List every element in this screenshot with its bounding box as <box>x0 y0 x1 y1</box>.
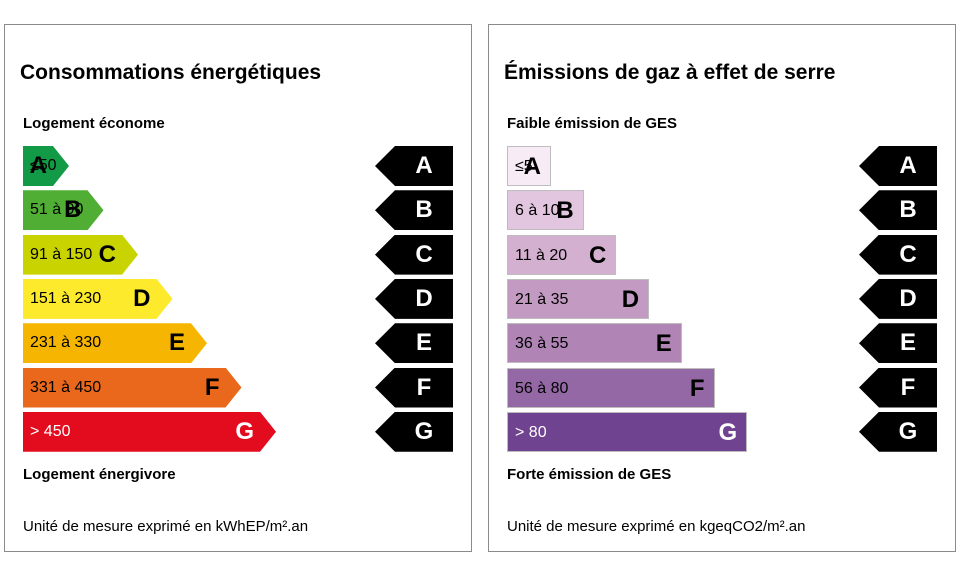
energy-arrow-letter-c: C <box>415 240 433 268</box>
energy-range-c: 91 à 150 <box>30 245 93 263</box>
ges-top-label: Faible émission de GES <box>507 115 678 132</box>
ges-arrow-c: C <box>859 234 937 275</box>
ges-letter-f: F <box>689 374 705 402</box>
energy-arrow-letter-g: G <box>414 417 434 445</box>
energy-letter-b: B <box>64 196 82 224</box>
ges-arrow-letter-g: G <box>898 417 918 445</box>
ges-range-e: 36 à 55 <box>515 335 569 353</box>
ges-bar-c: 11 à 20 C <box>507 234 617 275</box>
energy-bar-g: > 450 G <box>23 412 276 452</box>
ges-letter-e: E <box>655 330 672 358</box>
energy-unit: Unité de mesure exprimé en kWhEP/m².an <box>23 518 309 535</box>
energy-range-d: 151 à 230 <box>30 289 102 307</box>
energy-arrow-b: B <box>375 190 453 231</box>
energy-arrow-letter-a: A <box>415 152 433 179</box>
energy-bottom-label: Logement énergivore <box>23 466 176 483</box>
energy-arrow-d: D <box>375 278 453 319</box>
energy-letter-a: A <box>29 152 47 179</box>
ges-range-b: 6 à 10 <box>515 202 560 220</box>
energy-range-g: > 450 <box>30 422 71 440</box>
ges-bar-g: > 80 G <box>507 411 748 452</box>
energy-top-label: Logement économe <box>23 115 165 132</box>
energy-range-a: ≤50 <box>30 157 57 174</box>
energy-arrow-letter-f: F <box>416 373 432 401</box>
energy-arrow-g: G <box>375 411 453 452</box>
ges-bar-e: 36 à 55 E <box>507 323 682 364</box>
energy-range-b: 51 à 90 <box>30 201 84 219</box>
ges-letter-g: G <box>718 418 738 446</box>
ges-arrow-letter-c: C <box>899 240 917 268</box>
energy-arrow-letter-e: E <box>415 329 432 357</box>
ges-bar-d: 21 à 35 D <box>507 278 650 319</box>
ges-letter-c: C <box>589 241 607 269</box>
ges-arrow-f: F <box>859 367 937 408</box>
ges-arrow-g: G <box>859 411 937 452</box>
energy-title: Consommations énergétiques <box>20 61 322 84</box>
energy-arrow-c: C <box>375 234 453 275</box>
energy-arrow-e: E <box>375 323 453 364</box>
ges-range-a: ≤5 <box>515 158 533 175</box>
energy-range-e: 231 à 330 <box>30 334 102 352</box>
energy-bar-b: 51 à 90 B <box>23 190 104 230</box>
energy-bar-f: 331 à 450 F <box>23 368 242 408</box>
ges-letter-b: B <box>556 197 574 225</box>
ges-letter-d: D <box>621 285 640 313</box>
energy-arrow-f: F <box>375 367 453 408</box>
ges-arrow-d: D <box>859 278 937 319</box>
energy-panel: Consommations énergétiques Logement écon… <box>4 24 472 552</box>
ges-range-g: > 80 <box>515 423 547 441</box>
ges-bar-f: 56 à 80 F <box>507 367 715 408</box>
ges-bar-a: ≤5 A <box>507 146 551 186</box>
energy-letter-c: C <box>98 240 116 268</box>
energy-letter-f: F <box>204 373 220 401</box>
ges-arrow-letter-b: B <box>899 196 917 224</box>
ges-arrow-a: A <box>859 146 937 186</box>
ges-letter-a: A <box>523 153 541 180</box>
ges-arrow-letter-a: A <box>899 152 917 179</box>
ges-panel: Émissions de gaz à effet de serre Faible… <box>488 24 956 552</box>
ges-title: Émissions de gaz à effet de serre <box>504 61 836 84</box>
ges-arrow-letter-f: F <box>900 373 916 401</box>
energy-arrow-a: A <box>375 146 453 186</box>
ges-range-d: 21 à 35 <box>515 290 569 308</box>
ges-arrow-b: B <box>859 190 937 231</box>
energy-arrow-letter-d: D <box>415 284 433 312</box>
ges-arrow-letter-d: D <box>899 284 917 312</box>
energy-letter-d: D <box>133 284 151 312</box>
ges-arrow-letter-e: E <box>899 329 916 357</box>
energy-bar-c: 91 à 150 C <box>23 235 138 275</box>
energy-bar-e: 231 à 330 E <box>23 323 207 363</box>
ges-bar-b: 6 à 10 B <box>507 190 584 231</box>
energy-letter-e: E <box>168 329 185 357</box>
ges-range-f: 56 à 80 <box>515 379 569 397</box>
energy-bar-a: ≤50 A <box>23 146 69 186</box>
ges-unit: Unité de mesure exprimé en kgeqCO2/m².an <box>507 518 806 535</box>
energy-arrow-letter-b: B <box>415 196 433 224</box>
energy-letter-g: G <box>235 417 254 445</box>
ges-bottom-label: Forte émission de GES <box>507 466 672 483</box>
ges-arrow-e: E <box>859 323 937 364</box>
ges-range-c: 11 à 20 <box>515 246 568 264</box>
energy-bar-d: 151 à 230 D <box>23 279 173 319</box>
energy-range-f: 331 à 450 <box>30 378 102 396</box>
